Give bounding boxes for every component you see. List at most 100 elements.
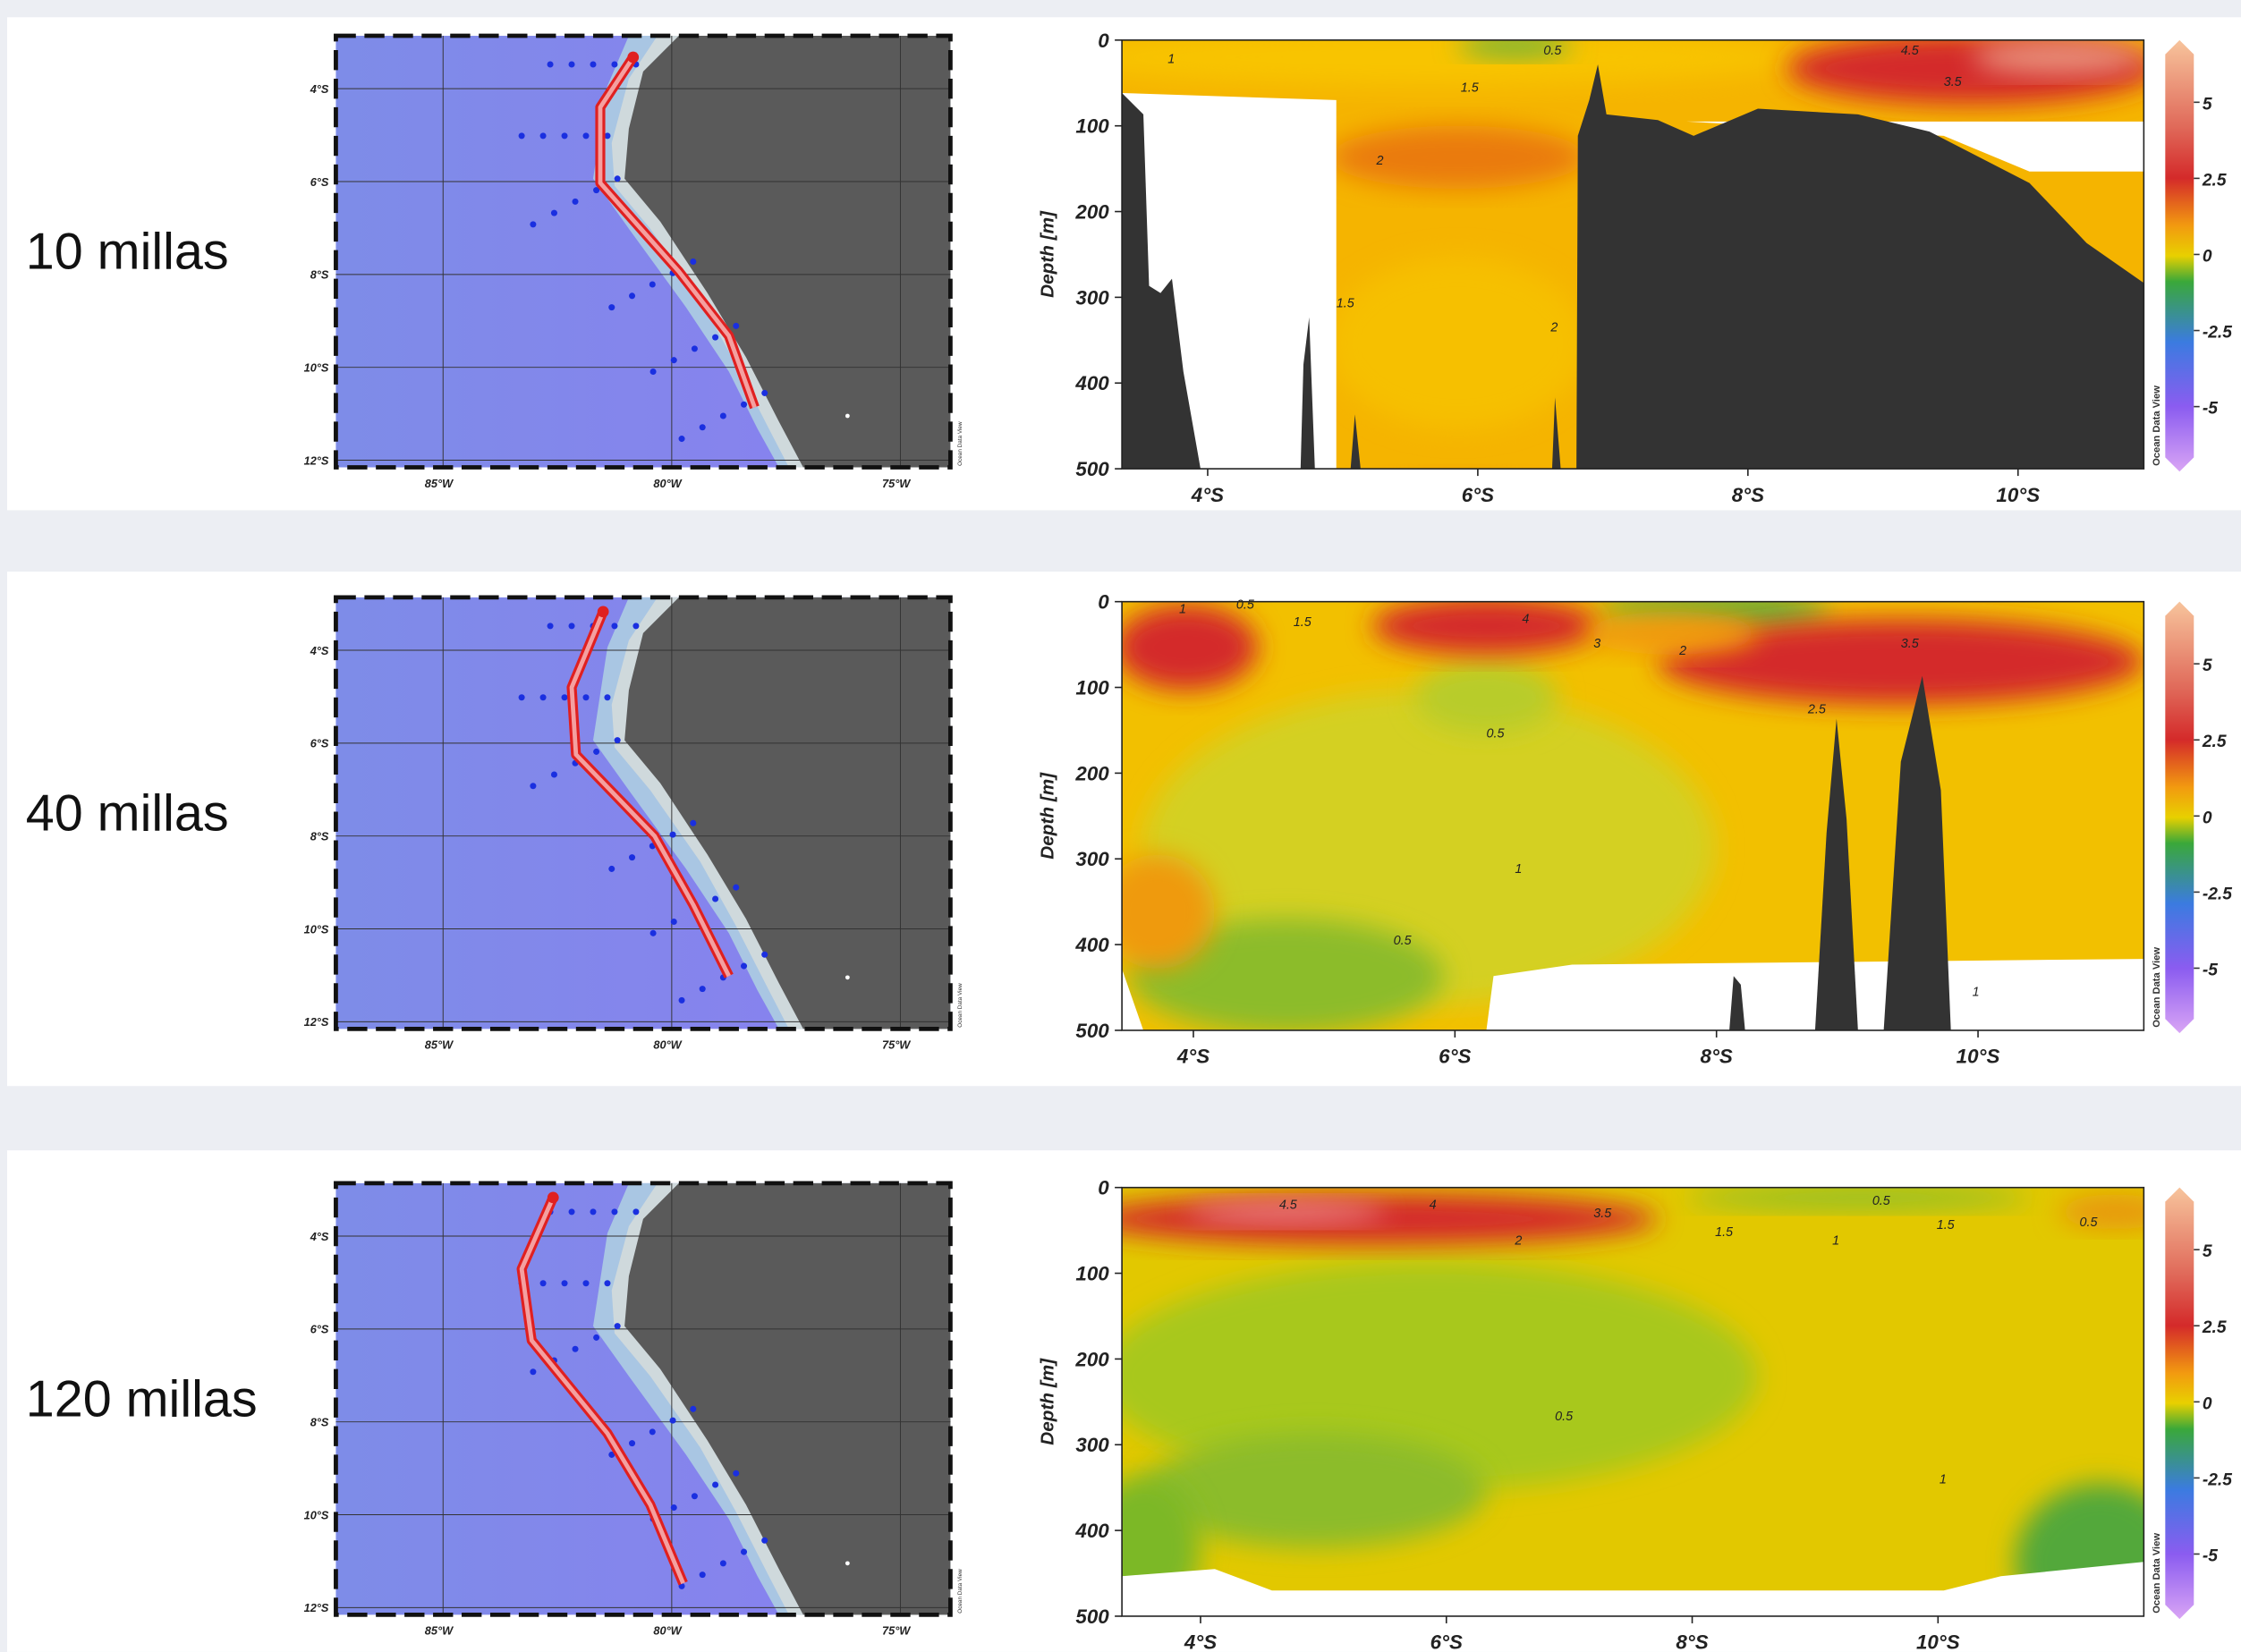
station	[611, 1208, 618, 1216]
station	[593, 1334, 600, 1341]
colorbar-label: 5	[2203, 657, 2212, 675]
lon-label: 75°W	[882, 477, 911, 490]
station	[582, 132, 590, 140]
contour-label: 0.5	[1872, 1194, 1891, 1208]
colorbar-label: 2.5	[2202, 171, 2227, 190]
field-patch	[1586, 611, 1759, 655]
station	[733, 1470, 740, 1477]
station	[629, 292, 636, 300]
station	[712, 334, 719, 341]
colorbar-label: 2.5	[2202, 733, 2227, 751]
y-tick-label: 500	[1075, 458, 1109, 480]
track-inner	[569, 610, 731, 978]
x-tick-label: 4°S	[1184, 1631, 1217, 1652]
y-tick-label: 300	[1075, 848, 1109, 870]
map-watermark: Ocean Data View	[957, 1569, 963, 1614]
x-tick-label: 10°S	[1957, 1046, 2000, 1068]
y-tick-label: 300	[1075, 1434, 1109, 1456]
contour-label: 0.5	[1555, 1410, 1574, 1424]
lat-label: 4°S	[310, 644, 329, 657]
map-frame	[334, 33, 953, 470]
station	[572, 1345, 579, 1352]
island	[845, 413, 850, 419]
colorbar	[2165, 601, 2194, 1034]
station	[604, 1280, 611, 1287]
station	[670, 357, 677, 364]
field-patch	[1328, 257, 1587, 429]
x-tick-label: 8°S	[1732, 484, 1764, 506]
station	[712, 1481, 719, 1488]
station	[629, 1440, 636, 1447]
y-tick-label: 500	[1075, 1020, 1109, 1042]
map-watermark: Ocean Data View	[957, 983, 963, 1028]
row-label: 10 millas	[26, 223, 229, 280]
y-tick-label: 500	[1075, 1605, 1109, 1628]
field-patch	[1122, 854, 1215, 970]
contour-label: 2	[1678, 644, 1686, 658]
no-data	[1486, 959, 2144, 1030]
field-patch	[1457, 39, 1573, 57]
bathymetry	[1300, 317, 1315, 470]
y-tick-label: 400	[1074, 934, 1109, 956]
station	[649, 929, 657, 936]
station	[669, 831, 676, 838]
contour-label: 1.5	[1937, 1218, 1956, 1233]
row: 10 millas 4°S 6°S 8°S 10°S 12°S 85°W 80°W 75°W Oc…	[6, 17, 2241, 511]
contour-label: 1.5	[1461, 80, 1480, 95]
field-patch	[1122, 1261, 1758, 1491]
field-patch	[1414, 661, 1558, 733]
station	[582, 694, 590, 701]
colorbar-label: -2.5	[2203, 1470, 2232, 1489]
y-tick-label: 200	[1074, 762, 1109, 784]
field-patch	[1972, 39, 2144, 75]
section: 0 100 200 300 400 500 Depth [m] 4°S 6°S 8°S 10°S 4.…	[1037, 1177, 2162, 1652]
contour-label: 1	[1167, 52, 1175, 66]
lon-label: 80°W	[653, 1624, 682, 1638]
station	[670, 919, 677, 926]
station	[741, 1548, 748, 1555]
station	[649, 281, 656, 288]
station	[561, 1280, 568, 1287]
station	[539, 132, 547, 140]
station	[699, 424, 706, 431]
lat-label: 8°S	[310, 829, 329, 843]
no-data	[1122, 969, 1144, 1030]
station	[733, 322, 740, 329]
station	[691, 345, 698, 352]
station	[582, 1280, 590, 1287]
contour-label: 4	[1522, 613, 1529, 627]
plot-frame	[1121, 39, 2145, 470]
lat-label: 10°S	[304, 360, 329, 374]
station	[530, 1368, 537, 1376]
map-frame	[334, 1181, 953, 1617]
field-patch	[1143, 1433, 1487, 1548]
contour-label: 2	[1549, 321, 1558, 335]
colorbar-label: -2.5	[2203, 324, 2232, 343]
contour-label: 1	[1940, 1472, 1947, 1487]
map: 4°S 6°S 8°S 10°S 12°S 85°W 80°W 75°W Ocean Data …	[304, 1181, 963, 1638]
lon-label: 75°W	[882, 1038, 911, 1052]
station	[614, 175, 621, 182]
island	[845, 1561, 850, 1566]
lat-label: 6°S	[310, 1323, 329, 1336]
contour-label: 1.5	[1337, 297, 1355, 311]
y-tick-label: 300	[1075, 286, 1109, 309]
station	[629, 854, 636, 861]
station	[530, 221, 537, 228]
y-tick-label: 400	[1074, 372, 1109, 394]
station	[590, 61, 597, 68]
lat-label: 6°S	[310, 175, 329, 189]
colorbar-label: 0	[2203, 247, 2212, 266]
x-tick-label: 6°S	[1439, 1046, 1471, 1068]
no-data	[1686, 121, 2144, 172]
track-start	[627, 51, 640, 64]
row: 120 millas 4°S 6°S 8°S 10°S 12°S 85°W 80°W 75°W O…	[6, 1150, 2241, 1652]
contour-label: 3	[1593, 637, 1600, 651]
y-axis-label: Depth [m]	[1037, 1358, 1057, 1445]
station	[604, 694, 611, 701]
station	[690, 819, 697, 826]
lat-label: 10°S	[304, 922, 329, 936]
y-tick-label: 200	[1074, 1348, 1109, 1370]
colorbar-label: 0	[2203, 809, 2212, 827]
